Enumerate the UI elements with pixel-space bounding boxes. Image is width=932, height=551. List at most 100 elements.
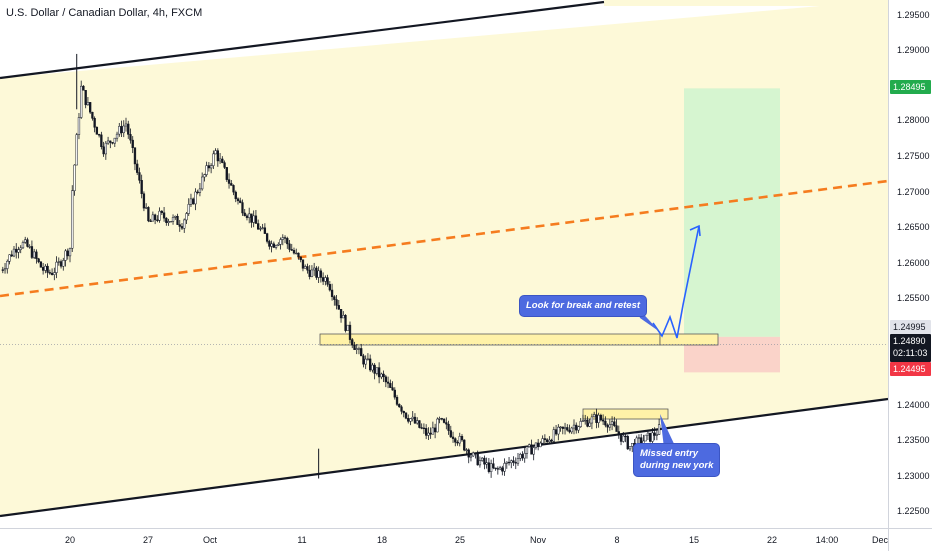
candle-body [528,444,531,447]
candle-body [496,468,499,470]
candle-body [140,180,143,194]
time-tick: 27 [142,535,154,545]
candle-body [554,429,558,435]
candle-body [297,252,300,258]
missed-entry-callout-pointer [660,414,676,448]
candle-body [41,267,45,271]
candle-body [451,436,455,439]
candle-body [395,396,399,405]
candle-body [84,90,87,106]
candle-body [158,210,161,221]
price-tick: 1.23500 [897,435,930,445]
candle-body [530,444,533,455]
candle-body [53,272,56,275]
candle-body [346,324,349,331]
candle-body [454,438,457,443]
candle-body [523,453,526,459]
candle-body [510,460,513,464]
channel-background-cap [604,0,888,6]
candle-body [357,348,361,350]
candle-body [147,207,150,222]
candle-body [234,191,237,200]
candle-body [120,126,123,134]
candle-body [93,118,96,128]
trade-zones-layer [319,88,780,420]
candle-body [310,269,314,277]
candle-body [102,146,105,155]
projection-arrowhead [689,224,701,237]
candle-body [653,432,656,436]
candle-body [342,315,345,319]
candle-body [171,217,175,222]
candle-body [418,420,421,428]
candle-body [644,434,647,442]
candle-body [145,207,148,209]
price-tick: 1.25500 [897,293,930,303]
candle-body [519,454,522,459]
time-tick: 18 [376,535,388,545]
candle-body [265,233,269,242]
candle-body [221,158,224,163]
candle-body [209,165,213,169]
candle-body [12,248,16,257]
candle-body [109,140,112,143]
candle-body [541,438,544,444]
candle-body [485,462,488,465]
candle-body [306,266,309,271]
time-axis[interactable]: 20 27 Oct 11 18 25 Nov 8 15 22 14:00 Dec [0,528,888,551]
candle-body [584,419,587,422]
candle-body [360,348,363,357]
candle-body [433,427,437,433]
candle-body [472,452,475,457]
candle-body [115,133,119,139]
candle-body [241,202,244,214]
candle-body [503,463,506,472]
candle-body [254,215,258,224]
candle-body [138,172,141,181]
candle-body [8,254,11,262]
candle-body [420,427,423,429]
candle-body [335,299,338,306]
candle-body [272,243,275,248]
candle-body [295,252,298,255]
candle-body [570,427,573,433]
candle-body [283,237,287,239]
candle-body [80,85,83,118]
candle-body [6,260,9,269]
candle-body [422,427,426,430]
candle-body [409,418,412,422]
candle-body [288,243,291,250]
candle-body [373,364,376,374]
candle-body [313,267,316,271]
candle-body [539,442,542,448]
candle-body [351,339,354,346]
candle-body [474,452,477,455]
missed-entry-box [582,408,669,420]
candle-body [86,102,90,106]
candle-body [339,309,343,319]
stop-price-tag: 1.24495 [890,362,931,376]
candle-body [371,364,374,371]
candle-body [19,247,22,250]
current-price-value: 1.24890 [893,336,926,346]
candle-body [232,185,235,193]
candle-body [489,463,493,472]
candle-body [449,430,452,438]
candle-body [655,434,659,436]
candle-body [239,200,242,203]
candle-body [165,217,168,223]
candle-body [230,183,233,186]
candle-body [626,436,629,450]
candle-body [375,367,379,374]
candle-body [257,223,260,230]
candle-body [290,249,293,251]
candle-body [597,414,600,423]
candle-body [225,167,228,180]
candle-body [478,460,482,466]
candle-body [494,467,497,470]
candle-body [398,404,401,408]
candle-body [111,142,114,144]
candle-body [604,420,607,426]
candle-body [646,432,650,436]
